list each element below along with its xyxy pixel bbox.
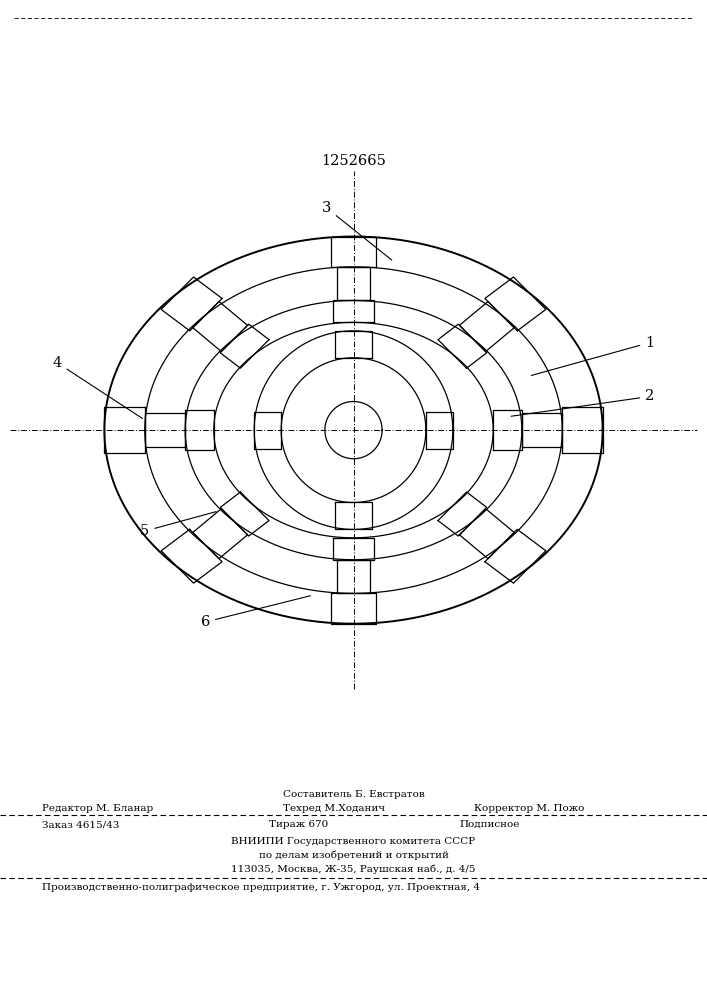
Text: 1252665: 1252665	[321, 154, 386, 168]
Text: Подписное: Подписное	[460, 820, 520, 829]
Text: 2: 2	[511, 389, 655, 416]
Text: 6: 6	[201, 596, 310, 629]
Text: 1: 1	[531, 336, 655, 375]
Text: 3: 3	[322, 201, 392, 260]
Text: 4: 4	[52, 356, 142, 418]
Text: Производственно-полиграфическое предприятие, г. Ужгород, ул. Проектная, 4: Производственно-полиграфическое предприя…	[42, 883, 481, 892]
Text: Корректор М. Пожо: Корректор М. Пожо	[474, 804, 584, 813]
Text: Редактор М. Бланар: Редактор М. Бланар	[42, 804, 153, 813]
Text: Заказ 4615/43: Заказ 4615/43	[42, 820, 119, 829]
Text: ВНИИПИ Государственного комитета СССР: ВНИИПИ Государственного комитета СССР	[231, 837, 476, 846]
Text: Тираж 670: Тираж 670	[269, 820, 328, 829]
Text: 113035, Москва, Ж-35, Раушская наб., д. 4/5: 113035, Москва, Ж-35, Раушская наб., д. …	[231, 865, 476, 874]
Text: Составитель Б. Евстратов: Составитель Б. Евстратов	[283, 790, 424, 799]
Text: Техред М.Ходанич: Техред М.Ходанич	[283, 804, 385, 813]
Text: по делам изобретений и открытий: по делам изобретений и открытий	[259, 851, 448, 860]
Text: 5: 5	[140, 512, 216, 538]
